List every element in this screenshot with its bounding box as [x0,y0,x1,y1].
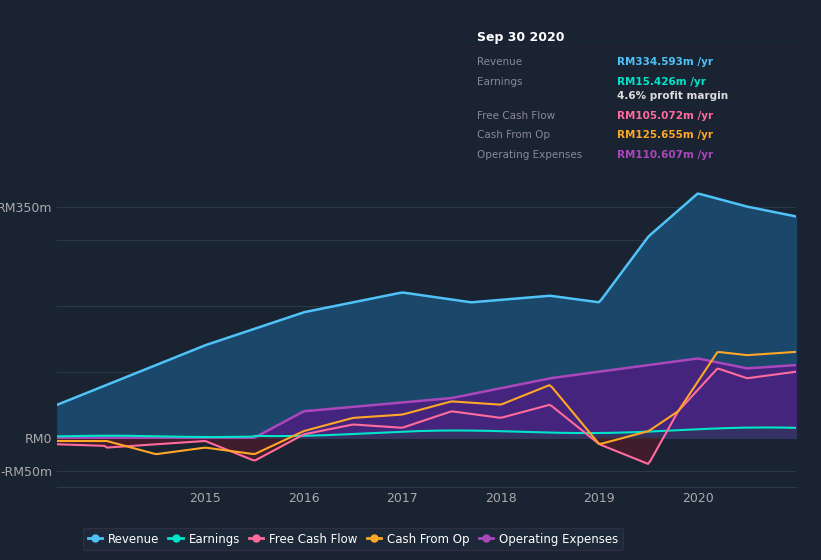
Text: RM110.607m /yr: RM110.607m /yr [617,150,713,160]
Text: RM125.655m /yr: RM125.655m /yr [617,130,713,141]
Text: Revenue: Revenue [478,57,523,67]
Text: RM105.072m /yr: RM105.072m /yr [617,111,713,121]
Legend: Revenue, Earnings, Free Cash Flow, Cash From Op, Operating Expenses: Revenue, Earnings, Free Cash Flow, Cash … [83,528,623,550]
Text: RM15.426m /yr: RM15.426m /yr [617,77,706,87]
Text: Cash From Op: Cash From Op [478,130,551,141]
Text: Earnings: Earnings [478,77,523,87]
Text: Free Cash Flow: Free Cash Flow [478,111,556,121]
Text: 4.6% profit margin: 4.6% profit margin [617,91,728,101]
Text: Sep 30 2020: Sep 30 2020 [478,31,565,44]
Text: RM334.593m /yr: RM334.593m /yr [617,57,713,67]
Text: Operating Expenses: Operating Expenses [478,150,583,160]
